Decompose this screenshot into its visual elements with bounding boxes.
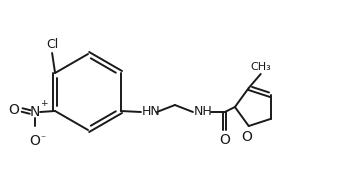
- Text: N: N: [30, 105, 40, 119]
- Text: ⁻: ⁻: [40, 134, 45, 144]
- Text: O: O: [220, 133, 231, 147]
- Text: NH: NH: [194, 105, 213, 118]
- Text: CH₃: CH₃: [250, 62, 271, 72]
- Text: O: O: [241, 130, 252, 144]
- Text: HN: HN: [142, 105, 161, 118]
- Text: O: O: [30, 134, 41, 148]
- Text: +: +: [40, 99, 48, 108]
- Text: Cl: Cl: [46, 38, 58, 51]
- Text: O: O: [9, 103, 19, 117]
